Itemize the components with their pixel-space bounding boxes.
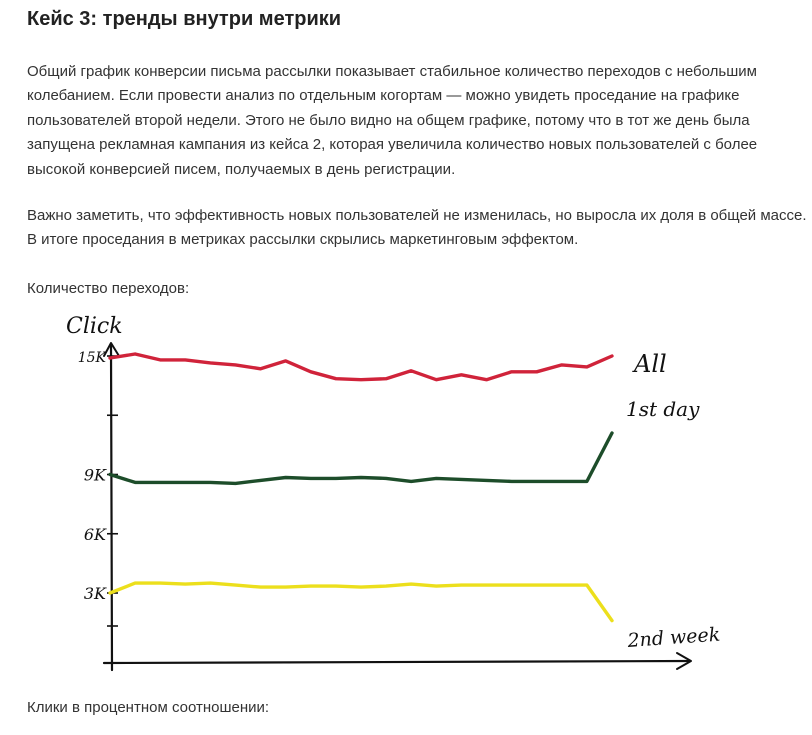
series-label-2nd-week: 2nd week	[626, 624, 721, 652]
y-axis-label: Click	[66, 314, 123, 339]
y-tick-label: 15K	[78, 350, 108, 366]
paragraph-intro: Общий график конверсии письма рассылки п…	[27, 63, 758, 178]
chart-caption-clicks: Количество переходов:	[27, 280, 190, 297]
chart-caption-percent: Клики в процентном соотношении:	[27, 699, 270, 716]
series-line-all	[108, 352, 614, 382]
y-tick-label: 6K	[84, 525, 107, 544]
series-line-1st-day	[108, 431, 614, 486]
x-axis-line	[102, 659, 692, 665]
y-tick-label: 3K	[84, 584, 107, 603]
chart-axes	[102, 342, 692, 672]
chart-labels: Click 3K 6K 9K 15K All 1st day 2nd week	[66, 314, 721, 652]
series-label-1st-day: 1st day	[626, 397, 700, 421]
y-tick-label: 9K	[84, 466, 107, 485]
article-title: Кейс 3: тренды внутри метрики	[27, 8, 342, 30]
chart-series	[108, 352, 614, 623]
series-line-2nd-week	[108, 581, 614, 623]
paragraph-note: Важно заметить, что эффективность новых …	[27, 207, 807, 249]
series-label-all: All	[632, 350, 667, 378]
x-axis-arrow	[676, 652, 692, 670]
y-axis-arrow	[103, 342, 120, 357]
y-axis-line	[109, 343, 114, 672]
